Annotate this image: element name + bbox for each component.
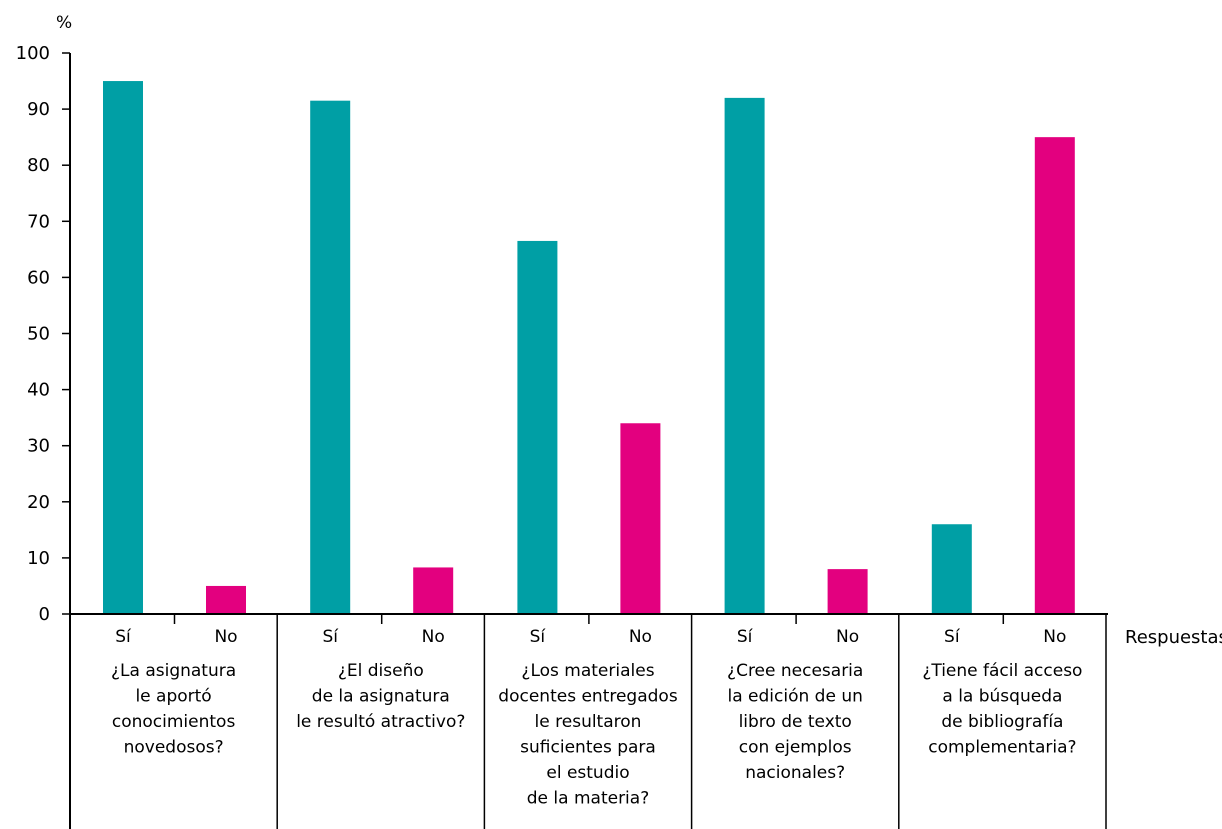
question-line: ¿Cree necesaria [727,661,863,681]
question-line: ¿La asignatura [111,661,236,681]
bar-si [724,97,765,614]
question-line: a la búsqueda [942,687,1062,707]
question-line: de la materia? [527,789,649,809]
bar-no [413,567,454,614]
y-tick-label: 10 [27,548,50,569]
y-tick-label: 30 [27,436,50,457]
bar-si [103,81,143,615]
question-line: novedosos? [124,738,224,758]
question-line: el estudio [546,763,629,783]
y-tick-label: 80 [27,155,50,176]
y-tick-label: 60 [27,267,50,288]
y-tick-label: 0 [39,604,50,625]
y-tick-label: 100 [16,43,50,64]
x-tick-label: Sí [322,627,339,647]
question-line: de la asignatura [312,687,450,707]
bar-no [1034,137,1075,614]
bar-no [620,423,661,614]
y-tick-label: 90 [27,99,50,120]
question-line: de bibliografía [941,712,1063,732]
question-label: ¿El diseño de la asignatura le resultó atr… [296,661,465,732]
question-label: ¿Cree necesaria la edición de un libro de … [727,661,863,783]
x-tick-label: No [422,627,445,647]
question-line: ¿El diseño [338,661,424,681]
bar-no [827,569,868,614]
question-line: le resultó atractivo? [296,712,465,732]
question-line: complementaria? [928,738,1076,758]
bars [103,81,1075,615]
x-tick-label: No [629,627,652,647]
x-tick-label: No [836,627,859,647]
x-axis-title: Respuestas [1125,627,1222,648]
y-axis-title: % [56,13,72,33]
bar-si [931,524,972,614]
question-line: con ejemplos [739,738,852,758]
y-tick-label: 40 [27,380,50,401]
question-line: ¿Los materiales [521,661,654,681]
question-label: ¿La asignatura le aportó conocimientos nove… [111,661,236,758]
question-label: ¿Los materiales docentes entregados le res… [498,661,678,809]
question-labels: ¿La asignatura le aportó conocimientos nove… [111,661,1082,809]
question-line: suficientes para [520,738,656,758]
x-tick-label: Sí [737,627,754,647]
x-tick-label: No [1043,627,1066,647]
question-line: nacionales? [745,763,845,783]
bar-si [517,240,558,614]
question-line: ¿Tiene fácil acceso [922,661,1082,681]
bar-si [310,100,351,614]
question-line: docentes entregados [498,687,678,707]
question-label: ¿Tiene fácil acceso a la búsqueda de bibli… [922,661,1082,758]
question-line: la edición de un [728,687,863,707]
question-line: libro de texto [739,712,852,732]
question-line: le aportó [135,687,211,707]
y-axis: 0 10 20 30 40 50 60 70 80 90 100 [16,43,71,829]
x-tick-label: Sí [115,627,132,647]
y-tick-label: 50 [27,324,50,345]
question-line: le resultaron [535,712,642,732]
bar-no [206,585,246,614]
question-line: conocimientos [112,712,236,732]
x-tick-label: No [214,627,237,647]
x-tick-label: Sí [944,627,961,647]
x-tick-label: Sí [530,627,547,647]
y-tick-label: 70 [27,211,50,232]
y-tick-label: 20 [27,492,50,513]
x-axis: Sí No Sí No Sí No Sí No Sí No [70,613,1108,829]
